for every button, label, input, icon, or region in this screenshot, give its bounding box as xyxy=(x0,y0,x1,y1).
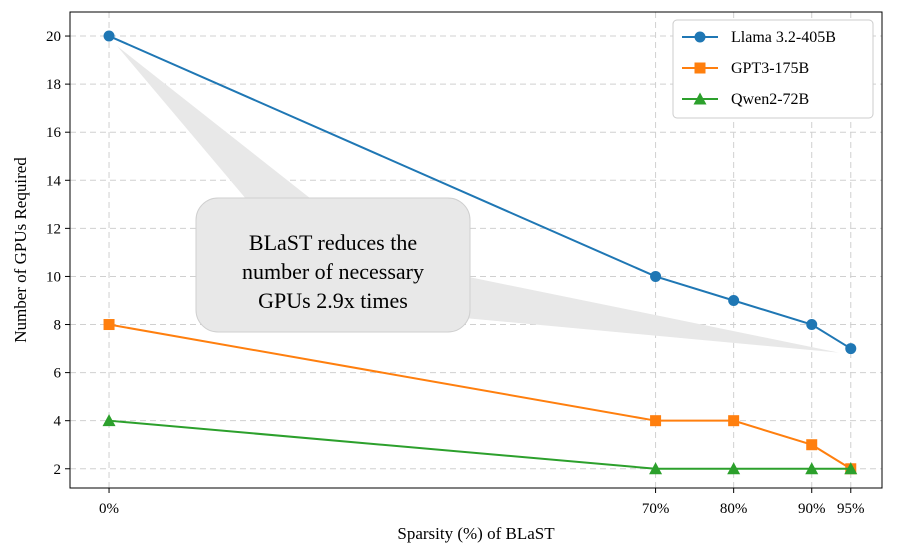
x-axis-ticks: 0% 70% 80% 90% 95% xyxy=(99,488,865,517)
y-tick-label: 10 xyxy=(46,269,61,285)
legend-item: Llama 3.2-405B xyxy=(682,29,836,46)
annotation-line-3: GPUs 2.9x times xyxy=(258,288,408,313)
series-lines xyxy=(102,30,858,475)
legend-item: Qwen2-72B xyxy=(682,91,809,108)
annotation-line-1: BLaST reduces the xyxy=(249,230,417,255)
legend-label: GPT3-175B xyxy=(731,60,809,77)
x-tick-label: 80% xyxy=(720,501,748,517)
data-point xyxy=(845,343,857,355)
legend-swatch-marker xyxy=(694,31,706,43)
data-point xyxy=(727,462,741,475)
annotation-pointer-start xyxy=(117,46,321,206)
y-tick-label: 12 xyxy=(46,221,61,237)
y-tick-label: 6 xyxy=(54,366,62,382)
plot-frame xyxy=(69,11,883,489)
y-tick-label: 20 xyxy=(46,29,61,45)
legend-label: Qwen2-72B xyxy=(731,91,809,108)
annotation-box xyxy=(195,197,471,333)
legend-item: GPT3-175B xyxy=(682,60,809,77)
y-tick-label: 14 xyxy=(46,173,62,189)
x-axis-title: Sparsity (%) of BLaST xyxy=(397,524,555,543)
y-tick-label: 4 xyxy=(54,414,62,430)
data-point xyxy=(806,319,818,331)
legend-label: Llama 3.2-405B xyxy=(731,29,836,46)
legend: Llama 3.2-405B GPT3-175B Qwen2-72B xyxy=(672,19,874,119)
x-tick-label: 95% xyxy=(837,501,865,517)
data-point xyxy=(649,462,663,475)
y-tick-label: 16 xyxy=(46,125,62,141)
data-point xyxy=(806,439,818,451)
data-point xyxy=(650,415,662,427)
series-line xyxy=(108,419,851,470)
y-axis-title: Number of GPUs Required xyxy=(11,157,30,343)
y-tick-label: 8 xyxy=(54,318,62,334)
series-0 xyxy=(103,30,857,355)
legend-box xyxy=(672,19,874,119)
series-line xyxy=(108,323,852,470)
x-tick-label: 70% xyxy=(642,501,670,517)
data-point xyxy=(650,270,662,282)
x-tick-label: 0% xyxy=(99,501,119,517)
data-point xyxy=(805,462,819,475)
annotation-callout: BLaST reduces the number of necessary GP… xyxy=(195,197,471,333)
legend-swatch-marker xyxy=(694,62,706,74)
series-2 xyxy=(102,414,858,475)
annotation-pointer-end xyxy=(464,276,839,353)
y-axis-ticks: 2 4 6 8 10 12 14 16 18 20 xyxy=(46,29,70,478)
y-tick-label: 18 xyxy=(46,77,61,93)
y-tick-label: 2 xyxy=(54,462,62,478)
annotation-pointers xyxy=(117,46,839,353)
legend-swatch-marker xyxy=(693,92,707,105)
x-tick-label: 90% xyxy=(798,501,826,517)
annotation-line-2: number of necessary xyxy=(242,259,424,284)
data-point xyxy=(103,30,115,42)
data-point xyxy=(102,414,116,427)
data-point xyxy=(728,415,740,427)
data-point xyxy=(844,462,858,475)
data-point xyxy=(728,294,740,306)
data-point xyxy=(103,319,115,331)
